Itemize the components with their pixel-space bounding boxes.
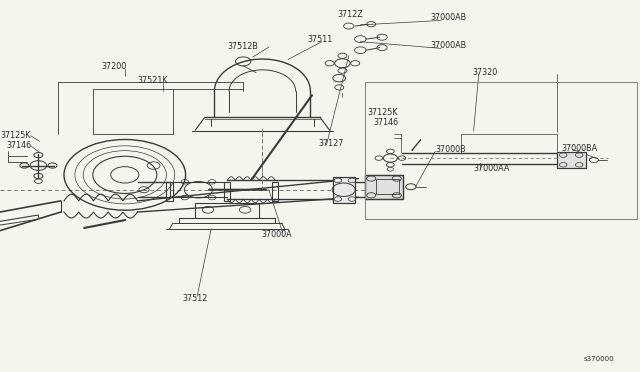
Bar — [272, 182, 278, 201]
Bar — [557, 152, 586, 168]
Bar — [333, 177, 355, 203]
Text: 37521K: 37521K — [138, 76, 168, 85]
Text: 37320: 37320 — [472, 68, 497, 77]
Bar — [557, 152, 586, 168]
Text: 37127: 37127 — [318, 140, 344, 148]
Text: 37000AA: 37000AA — [474, 164, 510, 173]
Text: 37000AB: 37000AB — [431, 41, 467, 50]
Text: 37200: 37200 — [101, 62, 126, 71]
Bar — [166, 182, 173, 201]
Text: 37512: 37512 — [182, 294, 208, 303]
Text: 37000B: 37000B — [435, 145, 466, 154]
Text: 37512B: 37512B — [227, 42, 258, 51]
Bar — [333, 177, 355, 203]
Text: 37125K: 37125K — [0, 131, 31, 140]
Text: 37146: 37146 — [374, 118, 399, 126]
Text: 37000A: 37000A — [261, 230, 292, 239]
Bar — [365, 175, 403, 199]
Text: 37000BA: 37000BA — [562, 144, 598, 153]
Text: 37146: 37146 — [6, 141, 31, 150]
Text: 3712Z: 3712Z — [337, 10, 363, 19]
Bar — [365, 175, 403, 199]
Text: 37511: 37511 — [307, 35, 332, 44]
Text: 37000AB: 37000AB — [431, 13, 467, 22]
Bar — [365, 82, 637, 219]
Text: 37125K: 37125K — [367, 108, 398, 117]
Text: s370000: s370000 — [584, 356, 614, 362]
Bar — [376, 179, 399, 194]
Bar — [224, 182, 230, 201]
